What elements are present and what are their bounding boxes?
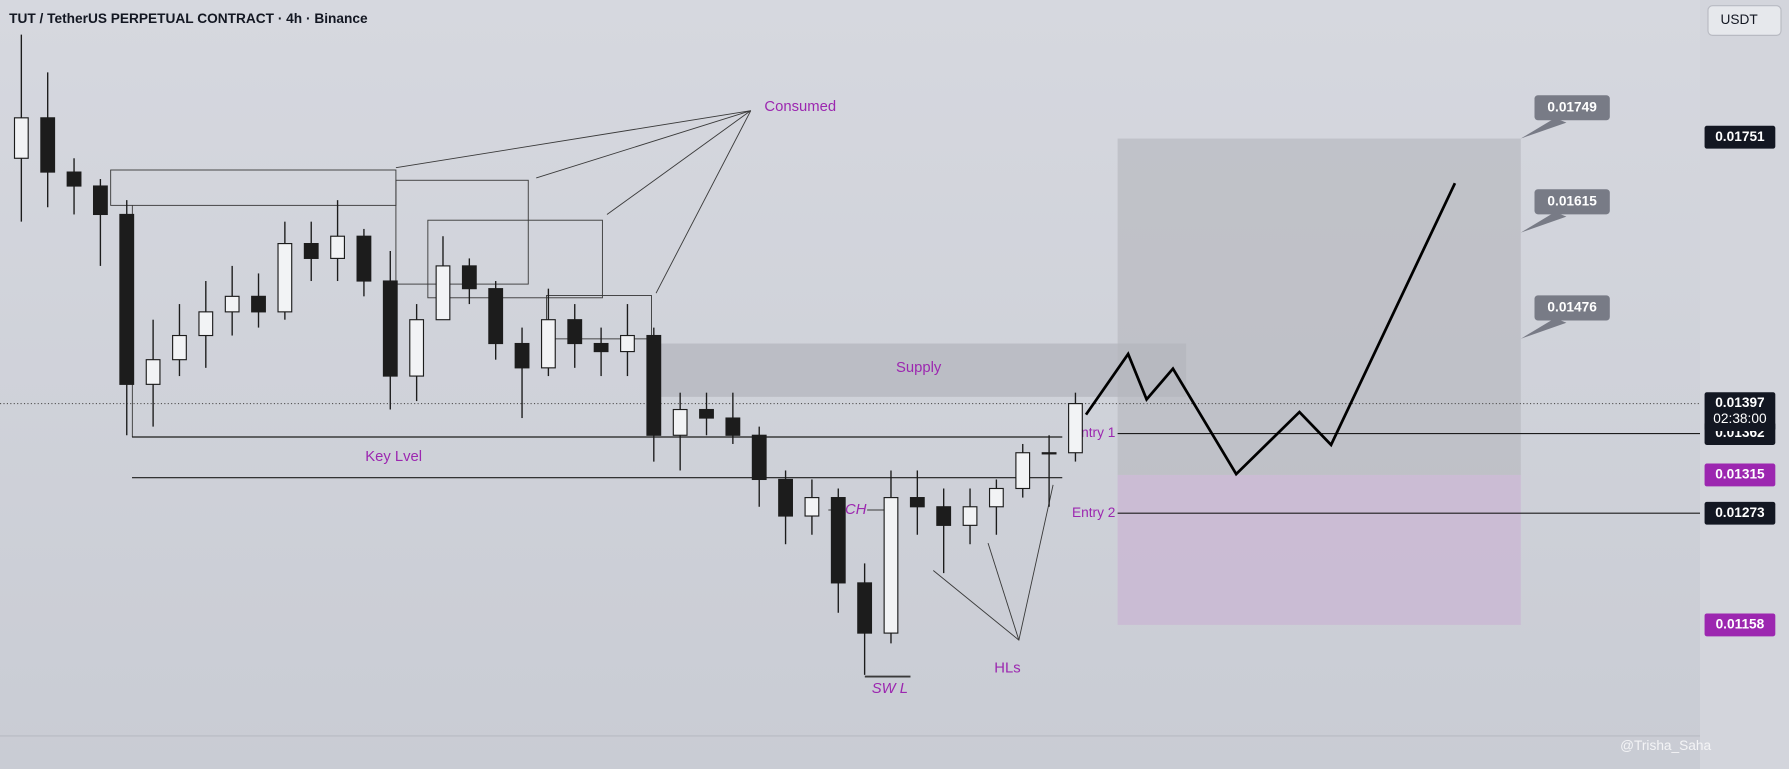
candle-body (540, 319, 556, 369)
price-label-box (1704, 125, 1776, 149)
candle-body (435, 265, 451, 321)
candle-body (330, 235, 345, 259)
candle-body (857, 582, 873, 634)
target-label: 0.01749 (1547, 99, 1597, 114)
key-level-label: Key Lvel (365, 449, 422, 465)
supply-zone (651, 343, 1187, 397)
candle-body (13, 117, 29, 159)
chart-title: TUT / TetherUS PERPETUAL CONTRACT · 4h ·… (9, 11, 368, 26)
candle-body (224, 295, 240, 313)
candle-body (40, 117, 56, 173)
target-box (1534, 295, 1610, 321)
candle-body (909, 497, 925, 508)
price-axis (1700, 0, 1789, 769)
target-label: 0.01615 (1547, 193, 1597, 208)
last-price-box (1704, 392, 1776, 431)
hls-label: HLs (994, 661, 1020, 677)
candle-body (699, 408, 714, 419)
candle-body (883, 497, 899, 634)
candle-body (936, 506, 952, 526)
supply-label: Supply (896, 360, 942, 376)
candle-body (962, 506, 978, 526)
target-label: 0.01476 (1547, 300, 1597, 315)
candle-body (751, 434, 767, 481)
candle-body (1041, 452, 1057, 455)
price-label-box (1704, 501, 1776, 525)
projection-path (1084, 182, 1457, 477)
stop-zone (1117, 474, 1521, 625)
countdown: 02:38:00 (1713, 411, 1767, 426)
candle-body (382, 280, 398, 377)
candle-body (66, 171, 82, 187)
target-pointer (1520, 212, 1567, 233)
candle-body (303, 243, 319, 259)
price-label-box (1704, 613, 1776, 637)
price-label: 0.01315 (1715, 467, 1765, 482)
candle-body (514, 342, 530, 369)
candle-body (119, 213, 135, 385)
swing-low-label: SW L (872, 681, 908, 697)
currency: USDT (1721, 12, 1759, 27)
last-price-label: 0.01397 (1715, 395, 1765, 410)
candle-body (830, 497, 846, 584)
candle-body (461, 265, 477, 290)
candle-body (725, 417, 741, 436)
candle-body (593, 342, 609, 353)
candle-body (409, 319, 425, 377)
currency-box (1707, 5, 1782, 36)
entry-label: Entry 2 (1072, 505, 1115, 520)
candle-body (988, 487, 1004, 508)
candle-body (251, 295, 266, 313)
ch-label: CH (845, 502, 867, 518)
candle-body (620, 334, 635, 353)
candle-body (778, 478, 793, 517)
target-pointer (1520, 318, 1567, 339)
target-box (1534, 189, 1610, 215)
candle-body (277, 243, 293, 313)
price-label: 0.01158 (1716, 617, 1765, 632)
target-pointer (1520, 118, 1567, 139)
candle-body (92, 185, 108, 216)
candle-body (145, 359, 161, 385)
candle-body (198, 311, 214, 337)
candle-body (1015, 452, 1031, 490)
price-label-box (1704, 463, 1776, 487)
target-box (1534, 95, 1610, 121)
target-zone (1117, 138, 1521, 475)
candle-body (804, 497, 820, 517)
candle-body (672, 408, 688, 436)
candle-body (567, 319, 583, 345)
candle-body (646, 334, 662, 436)
candle-body (356, 235, 372, 282)
price-label: 0.01273 (1715, 505, 1765, 520)
candle-body (172, 334, 187, 361)
consumed-label: Consumed (764, 99, 836, 115)
watermark: @Trisha_Saha (1620, 738, 1711, 753)
candle-body (488, 288, 504, 345)
price-label: 0.01751 (1715, 129, 1765, 144)
candle-body (1068, 403, 1083, 454)
consumed-boxes (110, 110, 1054, 678)
